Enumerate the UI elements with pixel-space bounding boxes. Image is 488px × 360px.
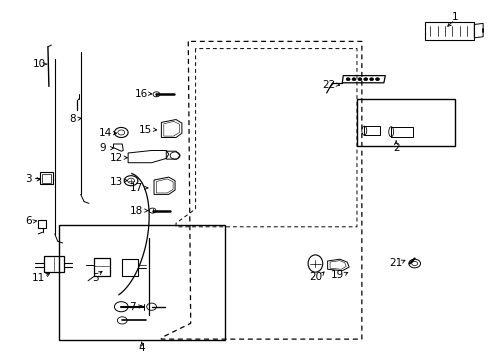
Bar (59, 225, 224, 340)
Text: 10: 10 (33, 59, 45, 69)
Circle shape (375, 78, 379, 81)
Text: 13: 13 (109, 177, 123, 187)
Text: 16: 16 (135, 89, 148, 99)
Bar (356, 99, 454, 146)
Text: 3: 3 (25, 174, 32, 184)
Text: 5: 5 (92, 273, 99, 283)
Circle shape (369, 78, 373, 81)
Text: 6: 6 (25, 216, 32, 226)
Text: 21: 21 (388, 258, 402, 268)
Text: 17: 17 (130, 183, 143, 193)
Circle shape (351, 78, 355, 81)
Text: 9: 9 (99, 143, 106, 153)
Circle shape (357, 78, 361, 81)
Text: 18: 18 (130, 206, 143, 216)
Text: 1: 1 (450, 12, 457, 22)
Text: 4: 4 (138, 343, 145, 354)
Circle shape (363, 78, 367, 81)
Circle shape (346, 78, 349, 81)
Text: 12: 12 (109, 153, 123, 163)
Text: 7: 7 (128, 302, 135, 312)
Text: 2: 2 (392, 143, 399, 153)
Circle shape (149, 208, 156, 213)
Text: 8: 8 (69, 114, 76, 124)
Text: 11: 11 (31, 273, 45, 283)
Text: 14: 14 (98, 128, 112, 138)
Text: 20: 20 (308, 272, 321, 282)
Text: 15: 15 (139, 125, 152, 135)
Text: 22: 22 (321, 80, 335, 90)
Circle shape (153, 92, 160, 97)
Text: 19: 19 (330, 270, 344, 280)
